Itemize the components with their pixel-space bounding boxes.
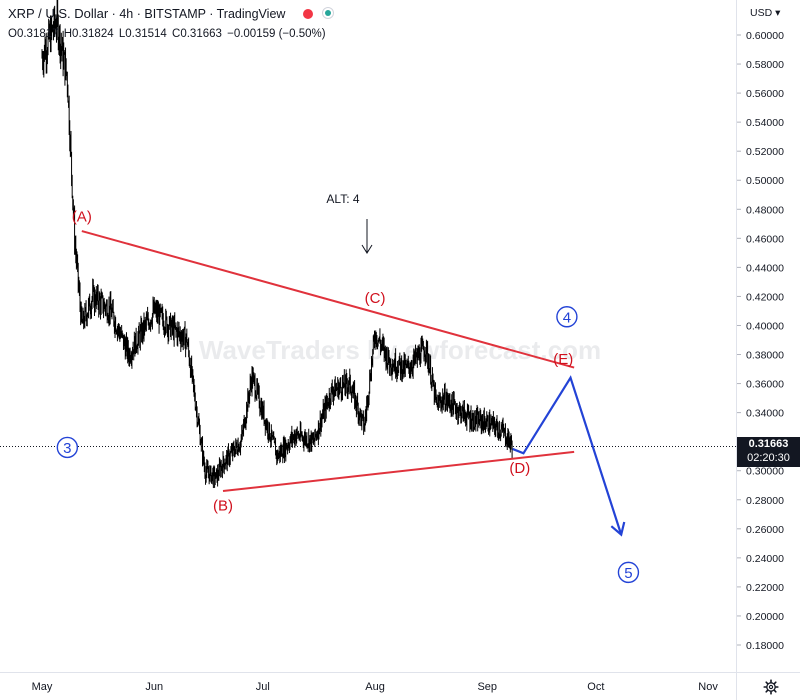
projection-arrowhead [610, 521, 626, 537]
price-tick-label: 0.50000 [746, 175, 784, 187]
price-tick-label: 0.28000 [746, 495, 784, 507]
price-tick-label: 0.36000 [746, 379, 784, 391]
time-tick-label: May [32, 681, 53, 693]
price-tick-label: 0.20000 [746, 611, 784, 623]
price-tick-label: 0.48000 [746, 204, 784, 216]
wave-label-5: 5 [617, 561, 640, 584]
open-value: 0.31817 [16, 28, 59, 40]
time-tick-label: Nov [698, 681, 718, 693]
price-tick-label: 0.24000 [746, 553, 784, 565]
price-tick-label: 0.34000 [746, 408, 784, 420]
wave-labels: (A) (B) (C) (D) (E) 3 4 5 [56, 209, 640, 584]
high-label: H [63, 28, 73, 40]
price-tick-label: 0.54000 [746, 117, 784, 129]
price-tick-label: 0.38000 [746, 350, 784, 362]
wave-label-A: (A) [72, 209, 92, 226]
price-tick-label: 0.56000 [746, 88, 784, 100]
low-label: L [118, 28, 126, 40]
price-axis[interactable]: USD ▾ 0.60000 0.58000 0.56000 0.54000 0.52000… [737, 7, 784, 652]
price-tick-label: 0.52000 [746, 146, 784, 158]
open-label: O [8, 28, 17, 40]
price-tick-label: 0.60000 [746, 30, 784, 42]
ohlc-legend: O0.31817 H0.31824 L0.31514 C0.31663 −0.0… [8, 28, 328, 40]
price-tick-label: 0.42000 [746, 291, 784, 303]
price-tick-label: 0.22000 [746, 582, 784, 594]
low-value: 0.31514 [125, 28, 167, 40]
wave-label-B: (B) [213, 498, 233, 515]
time-axis[interactable]: May Jun Jul Aug Sep Oct Nov [32, 681, 719, 693]
time-tick-label: Jul [256, 681, 270, 693]
time-tick-label: Aug [365, 681, 385, 693]
platform: TradingView [216, 7, 286, 21]
price-tick-label: 0.44000 [746, 262, 784, 274]
close-value: 0.31663 [180, 28, 222, 40]
separator: · [136, 7, 141, 21]
alt-annotation: ALT: 4 [326, 192, 359, 206]
current-price-tag: 0.31663 02:20:30 [737, 437, 800, 467]
svg-text:5: 5 [624, 565, 632, 582]
svg-text:4: 4 [563, 309, 571, 326]
exchange: BITSTAMP [144, 7, 206, 21]
price-tick-label: 0.18000 [746, 640, 784, 652]
close-label: C [172, 28, 181, 40]
currency-label: USD ▾ [750, 7, 781, 19]
alt-arrow-icon [361, 219, 373, 254]
symbol-title[interactable]: XRP / U.S. Dollar [8, 6, 109, 21]
triangle-trendlines[interactable] [81, 230, 575, 493]
projection-path [512, 375, 623, 535]
red-close-marker-icon[interactable] [302, 9, 313, 19]
wave-label-3: 3 [56, 436, 79, 459]
trendline-upper [81, 230, 575, 369]
price-series [41, 0, 513, 489]
wave-label-D: (D) [509, 460, 530, 477]
wave-label-4: 4 [556, 306, 578, 328]
time-tick-label: Oct [587, 681, 604, 693]
svg-text:3: 3 [63, 440, 71, 457]
price-tick-label: 0.58000 [746, 59, 784, 71]
price-tick-label: 0.46000 [746, 233, 784, 245]
high-value: 0.31824 [72, 28, 114, 40]
price-tick-label: 0.30000 [746, 466, 784, 478]
separator: · [111, 7, 116, 21]
time-tick-label: Jun [145, 681, 163, 693]
bar-countdown: 02:20:30 [747, 452, 790, 464]
wave-projection[interactable] [512, 375, 626, 537]
symbol-header[interactable]: XRP / U.S. Dollar · 4h · BITSTAMP · Trad… [8, 6, 335, 21]
current-price: 0.31663 [748, 438, 789, 450]
price-tick-label: 0.40000 [746, 320, 784, 332]
price-tick-label: 0.26000 [746, 524, 784, 536]
separator: · [209, 7, 214, 21]
change-value: −0.00159 (−0.50%) [227, 28, 326, 40]
gear-icon[interactable] [763, 679, 779, 695]
trendline-lower [222, 450, 575, 493]
wave-label-C: (C) [365, 290, 386, 307]
interval[interactable]: 4h [119, 7, 134, 21]
wave-label-E: (E) [553, 351, 573, 368]
time-tick-label: Sep [477, 681, 497, 693]
green-status-dot-icon[interactable] [322, 7, 335, 19]
